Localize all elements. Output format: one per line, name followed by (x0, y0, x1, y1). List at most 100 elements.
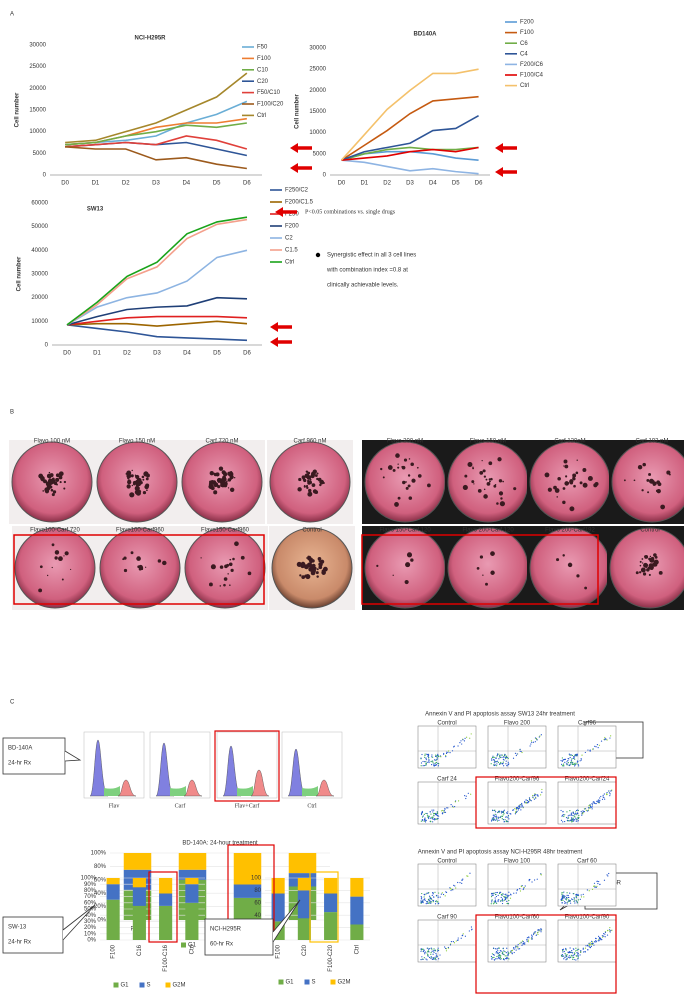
event (574, 902, 576, 904)
event (564, 820, 566, 823)
event (450, 943, 452, 945)
event (563, 764, 565, 767)
event (521, 805, 523, 807)
colony (567, 562, 573, 568)
colony (49, 473, 54, 478)
event (450, 889, 452, 892)
colony (48, 471, 51, 474)
plate (611, 441, 684, 523)
event (566, 811, 568, 813)
event (566, 761, 568, 763)
event (581, 814, 583, 816)
bar-segment (297, 878, 311, 891)
event (507, 953, 509, 955)
event (500, 896, 502, 899)
event (609, 931, 611, 933)
series-line (66, 296, 248, 326)
event (573, 898, 576, 900)
event (493, 956, 495, 959)
event (573, 954, 576, 956)
event (424, 817, 426, 819)
event (515, 945, 517, 947)
flow-plot (417, 781, 477, 825)
colony (230, 568, 234, 572)
panel-label: B (10, 410, 14, 416)
colony (130, 474, 134, 478)
event (583, 811, 585, 813)
event (541, 788, 543, 791)
callout-text: BD-140A (8, 746, 32, 752)
event (563, 950, 565, 953)
event (441, 892, 443, 894)
colony (226, 480, 228, 482)
event (576, 761, 578, 763)
event (540, 734, 542, 736)
event (420, 948, 422, 950)
event (531, 881, 533, 883)
y-tick-label: 10% (84, 931, 97, 937)
colony (316, 575, 319, 578)
event (439, 954, 441, 956)
colony (49, 479, 55, 485)
event (536, 739, 538, 741)
event (425, 958, 427, 960)
event (496, 817, 498, 819)
colony (208, 482, 213, 487)
plate (447, 441, 529, 523)
event (597, 799, 600, 801)
colony (410, 462, 414, 467)
event (569, 754, 571, 756)
x-tick-label: D3 (406, 181, 414, 187)
event (445, 752, 448, 755)
plate-label: Flavo150-Carf960 (201, 528, 250, 534)
legend-label: G2M (338, 980, 351, 986)
event (570, 761, 572, 763)
colony (307, 555, 310, 558)
event (420, 902, 422, 904)
chart-title: BD140A (413, 32, 437, 38)
event (577, 894, 580, 896)
event (433, 809, 435, 811)
event (498, 947, 500, 949)
event (422, 760, 424, 763)
legend-label: F50/C10 (257, 90, 281, 96)
event (491, 953, 493, 955)
event (470, 793, 472, 795)
event (589, 750, 591, 752)
colony (641, 489, 644, 492)
event (503, 821, 505, 823)
event (426, 892, 428, 894)
event (508, 894, 510, 897)
event (460, 937, 462, 939)
event (562, 895, 564, 897)
colony (493, 484, 497, 488)
event (526, 799, 529, 802)
legend-label: G1 (121, 983, 130, 989)
event (567, 817, 569, 819)
colony (640, 567, 646, 573)
x-tick-label: D0 (338, 181, 346, 187)
x-tick-label: D6 (243, 351, 251, 357)
bar-segment (123, 853, 152, 870)
colony (479, 471, 484, 475)
event (426, 761, 428, 763)
event (570, 817, 573, 819)
event (576, 818, 578, 820)
colony (310, 567, 314, 571)
colony (380, 467, 383, 471)
event (422, 900, 424, 902)
flow-title: Annexin V and PI apoptosis assay NCI-H29… (418, 850, 583, 856)
colony (226, 563, 230, 567)
event (494, 819, 496, 821)
bar-segment (324, 878, 338, 894)
event (493, 756, 495, 758)
event (526, 939, 528, 941)
series-line (65, 135, 248, 150)
colony (296, 561, 302, 567)
y-axis-label: Cell number (15, 92, 21, 127)
event (574, 762, 576, 764)
event (462, 934, 464, 936)
event (532, 794, 534, 797)
event (466, 875, 468, 877)
